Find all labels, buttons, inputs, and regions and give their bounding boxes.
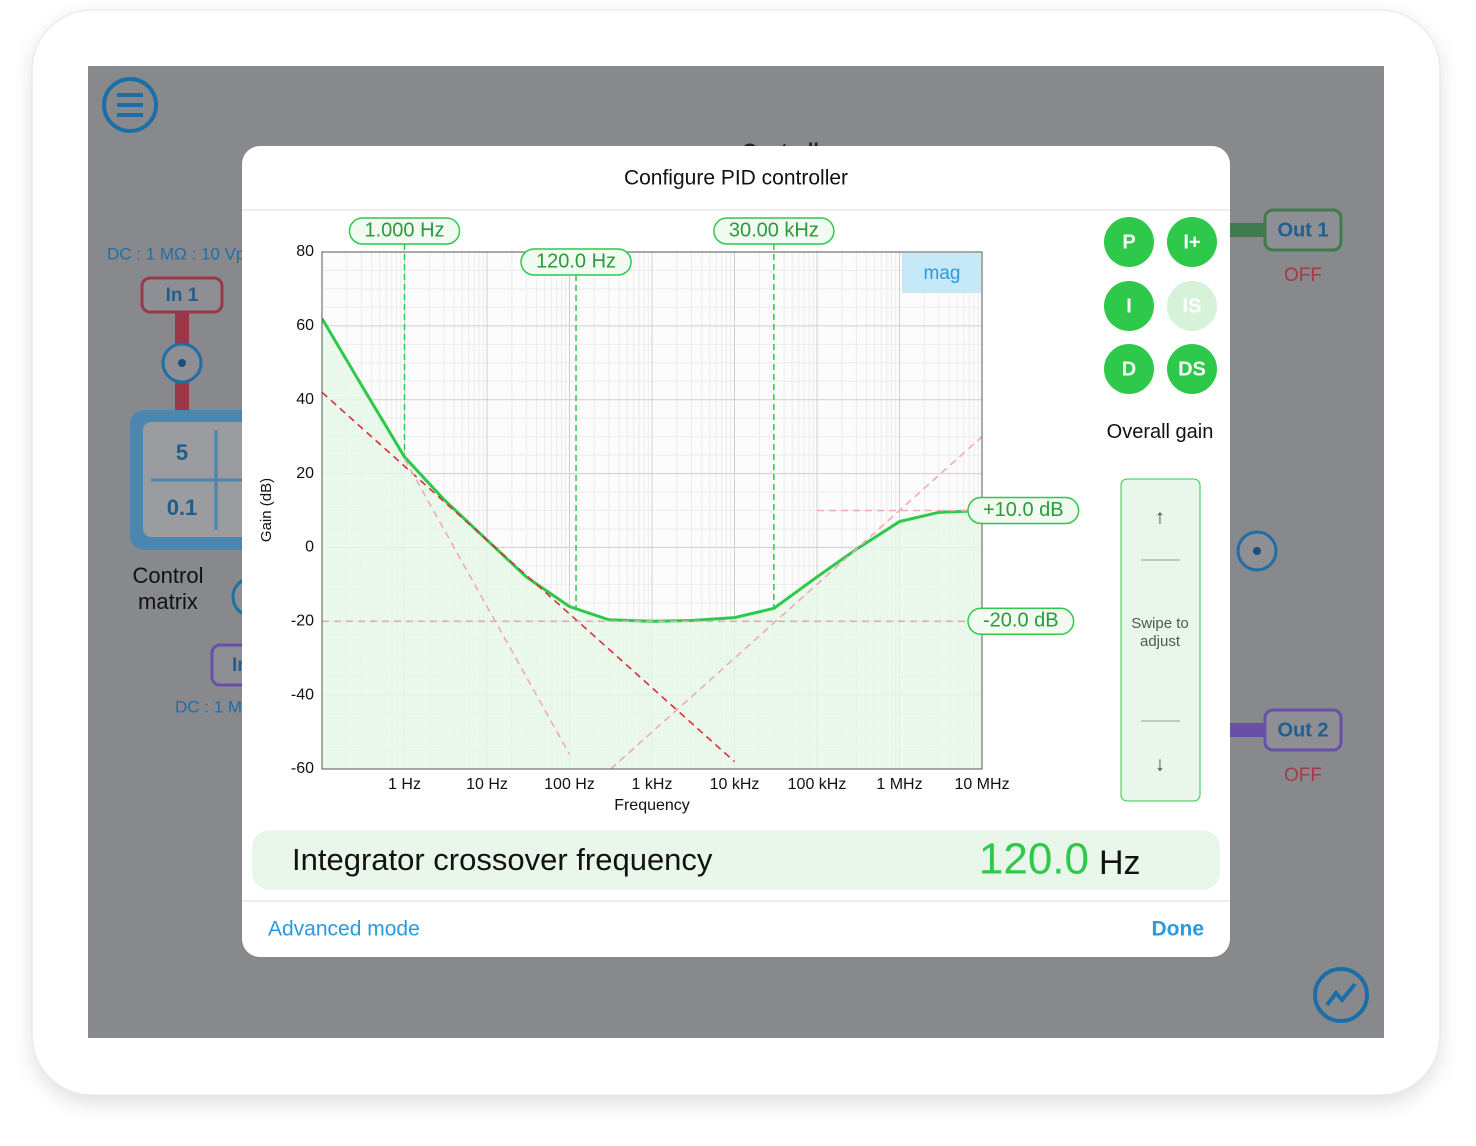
dialog: Configure PID controller mag Gain (dB) F… <box>242 146 1230 957</box>
curve-area <box>322 318 982 769</box>
slider-down: ↓ <box>1155 753 1165 775</box>
term-toggle-label: I+ <box>1183 231 1200 253</box>
y-tick-label: -60 <box>291 760 314 777</box>
frequency-marker[interactable] <box>713 217 835 245</box>
x-tick-label: 100 kHz <box>788 776 847 793</box>
output-button[interactable] <box>1263 208 1343 252</box>
term-toggle[interactable] <box>1167 217 1217 267</box>
y-tick-label: 40 <box>296 391 314 408</box>
x-tick-label: 10 MHz <box>954 776 1009 793</box>
input-button[interactable] <box>140 276 224 314</box>
mode-tag[interactable] <box>902 253 981 293</box>
gain-marker[interactable] <box>967 607 1075 636</box>
frequency-marker[interactable] <box>348 217 461 245</box>
term-toggle[interactable] <box>1167 281 1217 331</box>
gain-marker-label: -20.0 dB <box>983 610 1059 632</box>
input-coupling: DC : 1 MΩ : 10 Vp <box>107 244 245 263</box>
parameter-value: 120.0 <box>979 835 1089 884</box>
x-tick-label: 1 kHz <box>632 776 673 793</box>
scope-button[interactable] <box>1313 967 1369 1023</box>
dialog-canvas: Configure PID controller mag Gain (dB) F… <box>242 167 1230 941</box>
frequency-marker-label: 30.00 kHz <box>729 219 819 241</box>
y-tick-label: 60 <box>296 317 314 334</box>
frequency-marker[interactable] <box>520 248 632 276</box>
term-toggle-label: I <box>1126 295 1132 317</box>
y-tick-label: -40 <box>291 686 314 703</box>
output-button-label: Out 1 <box>1277 219 1328 241</box>
parameter-name: Integrator crossover frequency <box>292 842 713 877</box>
term-toggle[interactable] <box>1104 344 1154 394</box>
parameter-panel[interactable] <box>252 830 1220 890</box>
slider-hint: Swipe to adjust <box>1131 615 1189 650</box>
term-toggle-label: P <box>1122 231 1135 253</box>
y-axis-label: Gain (dB) <box>258 478 275 542</box>
parameter-unit: Hz <box>1099 844 1141 882</box>
connector <box>1225 223 1270 237</box>
asymptote-line <box>403 458 571 755</box>
probe-dot <box>1253 547 1261 555</box>
frequency-marker-label: 1.000 Hz <box>364 219 444 241</box>
matrix-value: 0.1 <box>167 495 198 520</box>
x-tick-label: 10 kHz <box>710 776 760 793</box>
menu-button[interactable] <box>102 77 158 133</box>
input-button-label: In 1 <box>166 285 199 306</box>
matrix-label: Control matrix <box>132 563 204 614</box>
term-toggle[interactable] <box>1167 344 1217 394</box>
term-toggle[interactable] <box>1104 217 1154 267</box>
output-button-label: Out 2 <box>1277 719 1328 741</box>
x-tick-label: 100 Hz <box>544 776 595 793</box>
y-tick-label: 0 <box>305 539 314 556</box>
output-status: OFF <box>1284 765 1322 786</box>
gain-marker[interactable] <box>967 496 1080 525</box>
mode-label: mag <box>924 263 961 284</box>
y-tick-label: 80 <box>296 243 314 260</box>
done-button[interactable]: Done <box>1152 918 1205 941</box>
advanced-mode-link[interactable]: Advanced mode <box>268 918 420 941</box>
overall-gain-label: Overall gain <box>1106 421 1214 443</box>
output-status: OFF <box>1284 265 1322 286</box>
matrix-value: 5 <box>176 440 188 465</box>
x-tick-label: 1 MHz <box>876 776 922 793</box>
connector <box>1225 723 1270 737</box>
term-toggle-label: IS <box>1183 295 1202 317</box>
y-tick-label: -20 <box>291 613 314 630</box>
dialog-title: Configure PID controller <box>624 167 848 190</box>
term-toggle[interactable] <box>1104 281 1154 331</box>
x-axis-label: Frequency <box>614 797 690 814</box>
term-toggle-label: D <box>1122 358 1136 380</box>
x-tick-label: 10 Hz <box>466 776 508 793</box>
y-tick-label: 20 <box>296 465 314 482</box>
gain-marker-label: +10.0 dB <box>983 499 1064 521</box>
asymptote-line <box>322 391 736 763</box>
slider-up: ↑ <box>1155 506 1165 528</box>
probe-dot <box>178 359 186 367</box>
gain-slider[interactable] <box>1120 478 1201 802</box>
term-toggle-label: DS <box>1178 358 1206 380</box>
frequency-marker-label: 120.0 Hz <box>536 250 616 272</box>
x-tick-label: 1 Hz <box>388 776 421 793</box>
output-button[interactable] <box>1263 708 1343 752</box>
